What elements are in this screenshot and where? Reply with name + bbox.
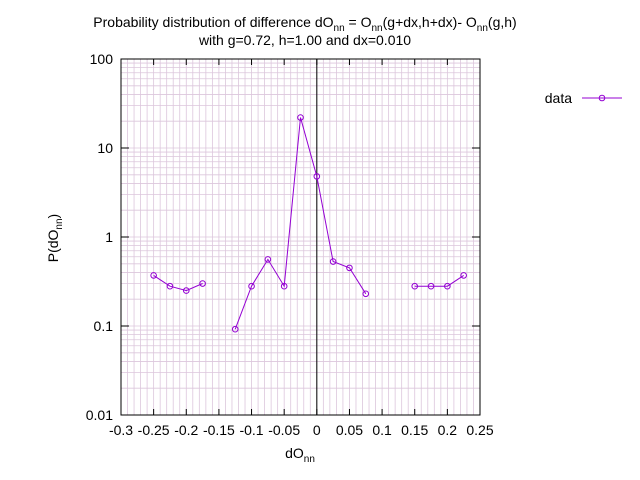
title-sub: nn <box>334 23 345 34</box>
data-point <box>280 282 288 290</box>
legend-marker <box>598 94 606 102</box>
x-tick-label: -0.15 <box>203 422 235 438</box>
y-tick-label: 0.01 <box>86 407 113 423</box>
x-tick-label: -0.1 <box>239 422 263 438</box>
data-point <box>444 282 451 290</box>
title-part: Probability distribution of difference d… <box>93 14 333 30</box>
y-tick-label: 1 <box>105 229 113 245</box>
chart-title-line2: with g=0.72, h=1.00 and dx=0.010 <box>198 32 411 48</box>
data-point <box>411 282 419 290</box>
data-point <box>264 256 272 263</box>
data-point <box>362 290 370 298</box>
data-point <box>182 287 190 294</box>
series-line <box>153 274 203 292</box>
ticks: -0.3 -0.25 -0.2 -0.15 -0.1 -0.05 0 0.05 0.1 0.15 0… <box>86 51 494 438</box>
x-tick-label: -0.05 <box>268 422 300 438</box>
y-tick-label: 10 <box>97 140 113 156</box>
chart-title-line1: Probability distribution of difference d… <box>93 14 516 34</box>
data-point <box>231 325 239 333</box>
y-tick-label: 100 <box>90 51 114 67</box>
data-point <box>427 282 435 290</box>
x-tick-label: -0.3 <box>109 422 133 438</box>
data-point <box>313 173 321 180</box>
x-tick-label: 0.05 <box>336 422 363 438</box>
legend: data <box>545 90 622 106</box>
y-label-sub: nn <box>54 218 65 229</box>
x-tick-label: 0.1 <box>372 422 392 438</box>
data-point <box>199 280 206 287</box>
title-sub: nn <box>477 23 488 34</box>
series-layer <box>150 114 467 333</box>
data-point <box>166 282 174 290</box>
data-point <box>150 272 157 279</box>
x-tick-label: 0.2 <box>438 422 458 438</box>
title-part: = O <box>345 14 372 30</box>
data-point <box>346 264 353 272</box>
title-part: (g+dx,h+dx)- O <box>383 14 477 30</box>
data-point <box>460 272 467 279</box>
x-tick-label: 0.15 <box>401 422 428 438</box>
x-axis-label: dOnn <box>285 445 315 465</box>
y-label-close: ) <box>45 214 61 219</box>
x-tick-label: 0.25 <box>466 422 493 438</box>
x-tick-label: -0.25 <box>138 422 170 438</box>
x-label-main: dO <box>285 445 304 461</box>
title-sub: nn <box>372 23 383 34</box>
data-point <box>248 282 255 290</box>
legend-label: data <box>545 90 572 106</box>
y-label-main: P(dO <box>45 229 61 262</box>
series-line <box>234 117 367 330</box>
y-tick-label: 0.1 <box>94 318 114 334</box>
x-label-sub: nn <box>304 454 315 465</box>
series-line <box>414 274 464 287</box>
data-point <box>329 258 337 265</box>
x-tick-label: 0 <box>313 422 321 438</box>
grid <box>120 59 481 416</box>
title-part: (g,h) <box>488 14 517 30</box>
x-tick-label: -0.2 <box>174 422 198 438</box>
y-axis-label: P(dOnn) <box>45 214 65 262</box>
data-point <box>297 114 304 121</box>
